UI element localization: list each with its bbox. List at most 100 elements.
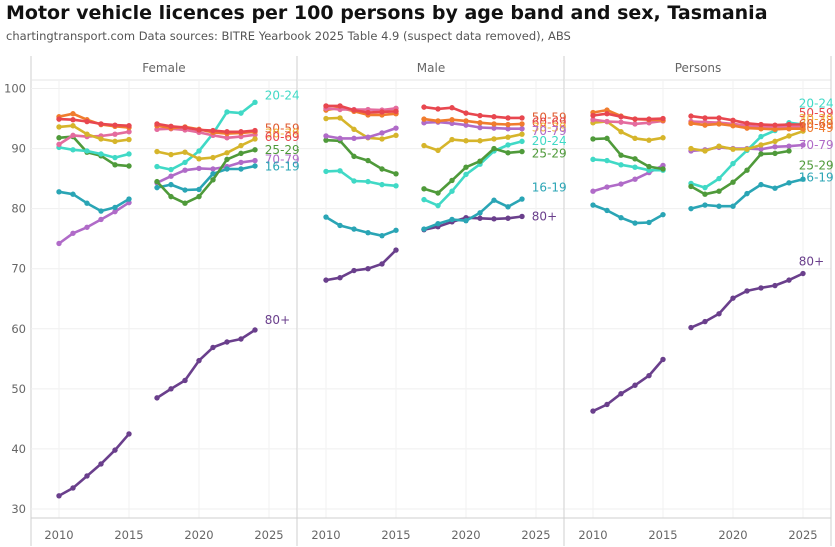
data-point-80+ (604, 401, 610, 408)
data-point-80+ (154, 395, 160, 401)
data-point-60-69 (590, 112, 596, 119)
series-label: 25-29 (532, 146, 567, 160)
data-point-yellow (730, 146, 736, 152)
data-point-25-29 (126, 163, 132, 169)
data-point-80+ (351, 267, 357, 274)
data-point-yellow (70, 123, 76, 129)
data-point-25-29 (168, 193, 174, 200)
data-point-80+ (56, 493, 62, 499)
data-point-20-24 (702, 184, 708, 191)
data-point-60-69 (379, 109, 385, 115)
data-point-80+ (800, 270, 806, 277)
data-point-60-69 (688, 113, 694, 119)
data-point-70-79 (590, 188, 596, 194)
series-label: 16-19 (532, 181, 567, 195)
panel-title: Female (142, 61, 185, 75)
data-point-yellow (688, 145, 694, 152)
data-point-80+ (168, 386, 174, 392)
data-point-20-24 (196, 148, 202, 154)
series-line-80+ (324, 248, 398, 282)
series-line-25-29 (591, 137, 665, 171)
data-point-16-19 (519, 196, 525, 202)
data-point-20-24 (758, 133, 764, 140)
series-label: 70-79 (265, 152, 300, 166)
data-point-yellow (632, 135, 638, 142)
data-point-20-24 (365, 178, 371, 185)
data-point-20-24 (238, 110, 244, 116)
series-label: 16-19 (265, 160, 300, 174)
data-point-25-29 (351, 153, 357, 160)
data-point-70-79 (84, 224, 90, 230)
series-line-20-24 (324, 169, 398, 188)
data-point-yellow (716, 143, 722, 149)
data-point-25-29 (112, 162, 118, 168)
data-point-yellow (98, 136, 104, 142)
data-point-80+ (786, 277, 792, 283)
series-line-16-19 (591, 203, 665, 225)
data-point-80+ (688, 324, 694, 331)
data-point-60-69 (660, 115, 666, 122)
data-point-25-29 (154, 178, 160, 185)
data-point-yellow (252, 136, 258, 142)
data-point-60-69 (632, 116, 638, 122)
data-point-16-19 (477, 210, 483, 216)
data-point-16-19 (730, 203, 736, 209)
data-point-pink (590, 117, 596, 123)
data-point-16-19 (168, 181, 174, 188)
data-point-16-19 (505, 204, 511, 210)
data-point-80+ (323, 277, 329, 283)
data-point-yellow (477, 138, 483, 144)
data-point-25-29 (182, 200, 188, 206)
data-point-80+ (337, 275, 343, 281)
data-point-80+ (84, 473, 90, 479)
data-point-yellow (646, 137, 652, 143)
data-point-20-24 (168, 166, 174, 173)
data-point-yellow (618, 129, 624, 135)
data-point-16-19 (210, 171, 216, 177)
data-point-70-79 (112, 208, 118, 215)
y-tick-label: 30 (11, 502, 26, 516)
data-point-40-49 (688, 120, 694, 127)
data-point-16-19 (196, 186, 202, 193)
data-point-60-69 (126, 123, 132, 129)
data-point-yellow (519, 131, 525, 137)
data-point-70-79 (210, 166, 216, 172)
data-point-25-29 (688, 183, 694, 190)
chart-title: Motor vehicle licences per 100 persons b… (6, 2, 768, 24)
data-point-80+ (618, 390, 624, 397)
data-point-80+ (112, 447, 118, 453)
data-point-yellow (421, 142, 427, 149)
data-point-20-24 (182, 159, 188, 166)
series-label: 50-59 (799, 106, 834, 120)
data-point-yellow (393, 132, 399, 139)
data-point-60-69 (491, 114, 497, 120)
data-point-40-49 (491, 121, 497, 127)
series-label: 40-49 (799, 121, 834, 135)
series-line-25-29 (324, 138, 398, 176)
data-point-40-49 (435, 118, 441, 124)
panel-title: Persons (675, 61, 722, 75)
data-point-yellow (449, 136, 455, 143)
data-point-yellow (168, 151, 174, 158)
data-point-20-24 (435, 202, 441, 209)
data-point-80+ (477, 215, 483, 221)
data-point-70-79 (337, 135, 343, 142)
series-label: 80+ (532, 209, 557, 223)
chart-subtitle: chartingtransport.com Data sources: BITR… (6, 29, 571, 43)
data-point-70-79 (491, 125, 497, 131)
data-point-70-79 (238, 159, 244, 166)
data-point-25-29 (477, 158, 483, 164)
data-point-pink (56, 141, 62, 148)
series-label: 70-79 (799, 138, 834, 152)
data-point-16-19 (252, 163, 258, 169)
data-point-80+ (182, 377, 188, 384)
data-point-16-19 (646, 219, 652, 226)
data-point-60-69 (730, 117, 736, 124)
data-point-40-49 (421, 116, 427, 122)
data-point-16-19 (182, 187, 188, 193)
series-label: 30-39 (799, 112, 834, 126)
data-point-yellow (505, 134, 511, 140)
x-tick-label: 2010 (578, 528, 607, 542)
data-point-yellow (660, 135, 666, 141)
data-point-60-69 (210, 127, 216, 134)
